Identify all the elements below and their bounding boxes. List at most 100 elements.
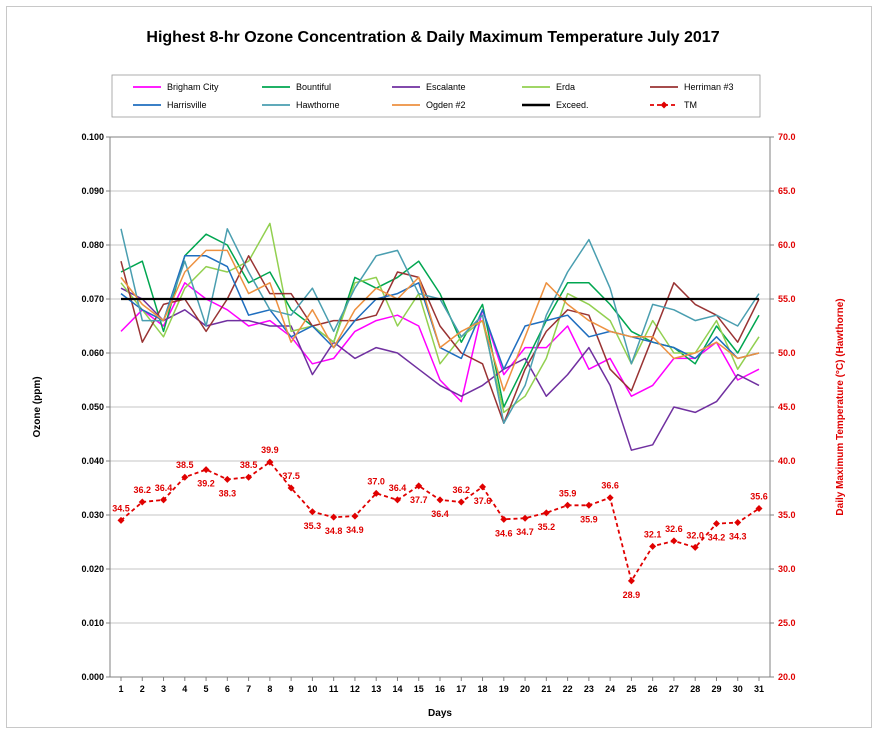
x-tick-label: 5 [204, 684, 209, 694]
series-point-tm [372, 489, 380, 497]
tm-data-label: 34.7 [516, 527, 534, 537]
legend-box [111, 74, 761, 118]
tm-data-label: 34.8 [325, 526, 343, 536]
tm-data-label: 38.5 [240, 460, 258, 470]
y-axis-ticks: 0.000 0.010 0.020 0.030 0.040 0.050 0.060 0.070… [81, 132, 110, 682]
x-tick-label: 17 [456, 684, 466, 694]
legend-label-ogden-2: Ogden #2 [426, 100, 466, 110]
x-tick-label: 8 [267, 684, 272, 694]
series-point-tm [606, 494, 614, 502]
y2-tick-label: 45.0 [778, 402, 796, 412]
series-point-tm [223, 475, 231, 483]
y2-axis-ticks: 20.0 25.0 30.0 35.0 40.0 45.0 50.0 55.0 60.0 65.0… [770, 132, 796, 682]
series-line-ogden-2 [120, 249, 760, 392]
tm-data-label: 36.2 [453, 485, 471, 495]
tm-data-label: 34.6 [495, 528, 513, 538]
series-point-tm [181, 473, 189, 481]
y2-axis-label: Daily Maximum Temperature (°C) (Hawthorn… [835, 298, 846, 515]
series-point-tm [521, 514, 529, 522]
tm-data-label: 36.4 [155, 483, 173, 493]
y-tick-label: 0.100 [81, 132, 104, 142]
series-point-tm [138, 498, 146, 506]
x-tick-label: 24 [605, 684, 615, 694]
legend-marker-tm [660, 101, 668, 109]
tm-data-label: 34.9 [346, 525, 364, 535]
legend-label-tm: TM [684, 100, 697, 110]
tm-data-label: 38.3 [219, 488, 237, 498]
tm-data-label: 37.6 [474, 496, 492, 506]
series-point-tm [436, 496, 444, 504]
series-point-tm [266, 458, 274, 466]
series-point-tm [479, 483, 487, 491]
x-tick-label: 22 [563, 684, 573, 694]
y-tick-label: 0.060 [81, 348, 104, 358]
x-tick-label: 19 [499, 684, 509, 694]
y2-tick-label: 60.0 [778, 240, 796, 250]
y-tick-label: 0.010 [81, 618, 104, 628]
tm-data-label: 39.2 [197, 479, 215, 489]
series-point-tm [415, 482, 423, 490]
y2-tick-label: 40.0 [778, 456, 796, 466]
series-point-tm [627, 577, 635, 585]
y-tick-label: 0.040 [81, 456, 104, 466]
series-point-tm [585, 501, 593, 509]
y-tick-label: 0.080 [81, 240, 104, 250]
tm-data-labels: 34.536.2 36.438.539.238.338.539.937.535.3… [112, 445, 768, 600]
tm-data-label: 37.5 [282, 471, 300, 481]
tm-data-label: 28.9 [623, 590, 641, 600]
tm-data-label: 37.0 [367, 476, 385, 486]
y-tick-label: 0.050 [81, 402, 104, 412]
legend: Brigham City Bountiful Escalante Erda Herrim… [133, 82, 734, 110]
series-point-tm [712, 520, 720, 528]
series-lines [117, 222, 763, 585]
tm-data-label: 36.6 [601, 481, 619, 491]
x-tick-label: 20 [520, 684, 530, 694]
x-tick-label: 10 [307, 684, 317, 694]
tm-data-label: 35.3 [304, 521, 322, 531]
series-point-tm [500, 515, 508, 523]
legend-label-herriman-3: Herriman #3 [684, 82, 734, 92]
series-point-tm [691, 543, 699, 551]
tm-data-label: 34.3 [729, 532, 747, 542]
x-tick-label: 28 [690, 684, 700, 694]
x-axis-label: Days [428, 708, 452, 719]
x-tick-label: 27 [669, 684, 679, 694]
tm-data-label: 32.0 [686, 530, 704, 540]
x-tick-label: 29 [711, 684, 721, 694]
tm-data-label: 35.9 [580, 514, 598, 524]
tm-data-label: 35.9 [559, 488, 577, 498]
legend-label-erda: Erda [556, 82, 575, 92]
y2-tick-label: 25.0 [778, 618, 796, 628]
series-point-tm [160, 496, 168, 504]
y2-tick-label: 55.0 [778, 294, 796, 304]
x-tick-label: 14 [392, 684, 402, 694]
chart-title: Highest 8-hr Ozone Concentration & Daily… [146, 29, 719, 46]
series-point-tm [330, 513, 338, 521]
series-point-tm [755, 505, 763, 513]
legend-label-brigham-city: Brigham City [167, 82, 219, 92]
series-line-brigham-city [120, 282, 760, 403]
y2-tick-label: 65.0 [778, 186, 796, 196]
x-tick-label: 12 [350, 684, 360, 694]
x-tick-label: 1 [118, 684, 123, 694]
series-point-tm [393, 496, 401, 504]
y-tick-label: 0.020 [81, 564, 104, 574]
series-point-tm [734, 519, 742, 527]
y-tick-label: 0.070 [81, 294, 104, 304]
legend-label-exceed: Exceed. [556, 100, 589, 110]
series-line-escalante [120, 287, 760, 451]
series-point-tm [457, 498, 465, 506]
tm-data-label: 32.6 [665, 524, 683, 534]
series-line-erda [120, 222, 760, 414]
x-tick-label: 6 [225, 684, 230, 694]
tm-data-label: 35.2 [538, 522, 556, 532]
gridlines [110, 136, 770, 678]
x-tick-label: 23 [584, 684, 594, 694]
y-axis-label: Ozone (ppm) [32, 376, 43, 437]
legend-label-harrisville: Harrisville [167, 100, 207, 110]
x-tick-label: 2 [140, 684, 145, 694]
x-tick-label: 25 [626, 684, 636, 694]
tm-data-label: 36.4 [389, 483, 407, 493]
y2-tick-label: 70.0 [778, 132, 796, 142]
